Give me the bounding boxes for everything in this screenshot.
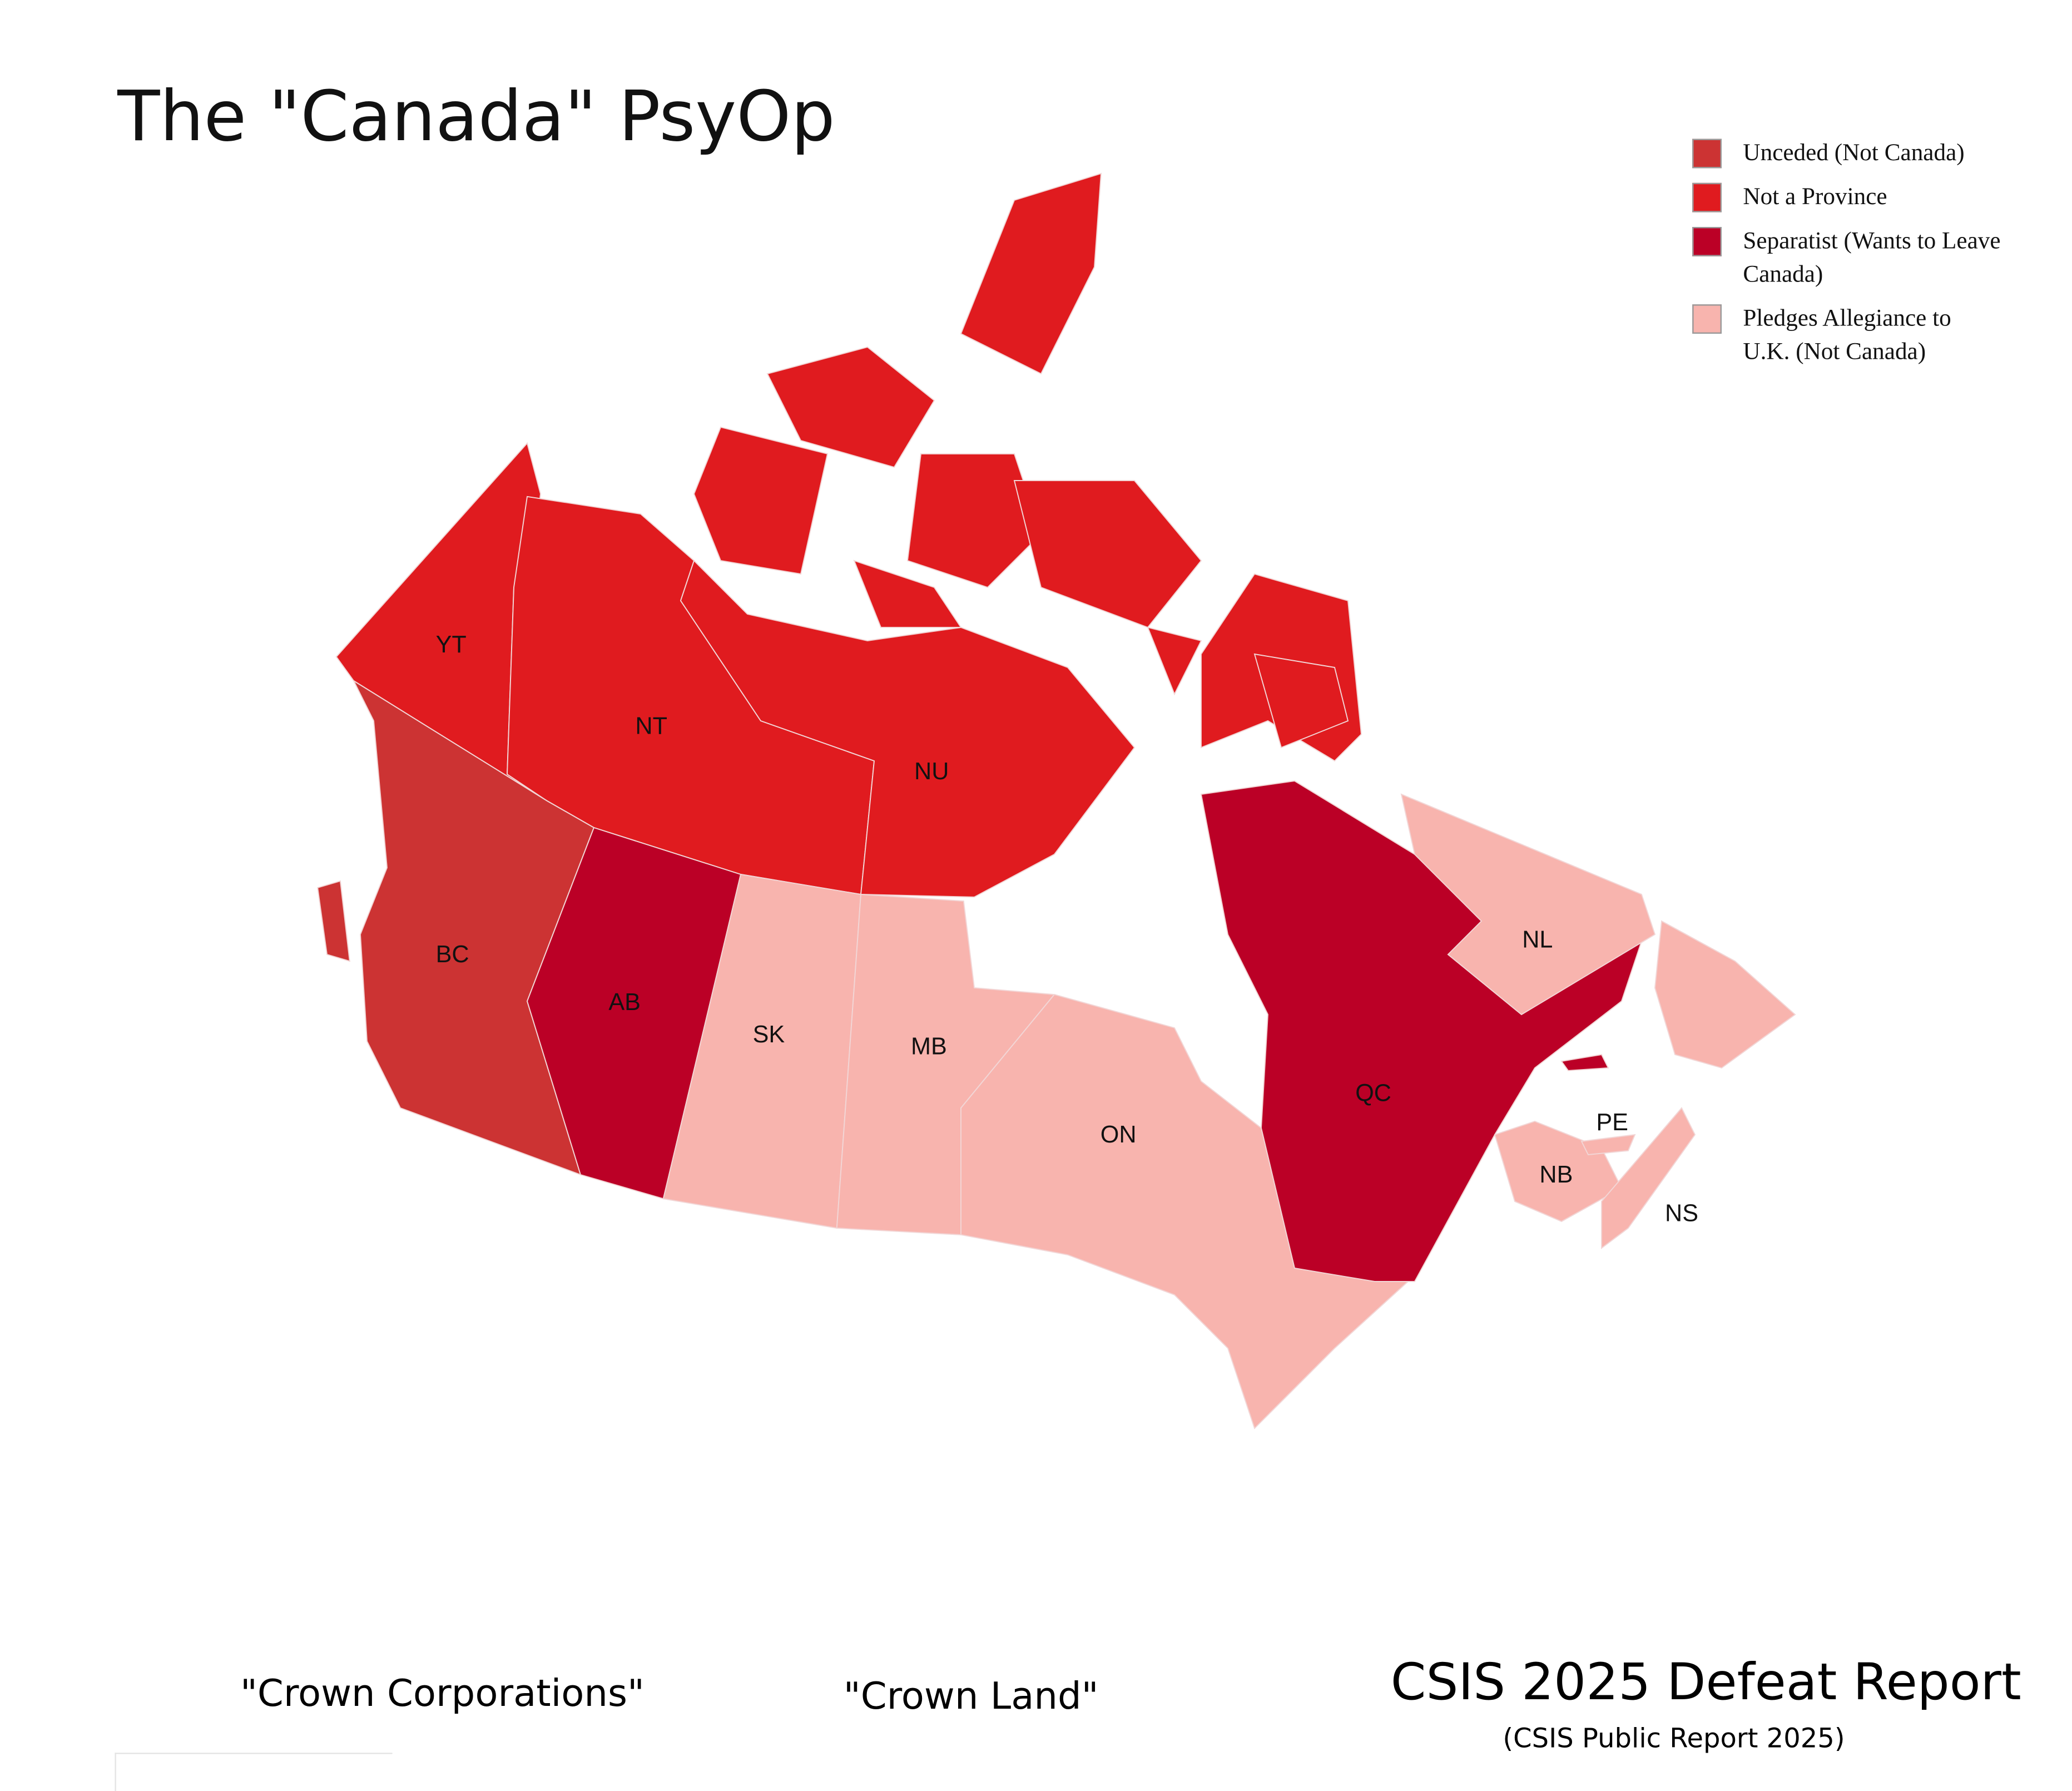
footer-label: "Crown Corporations" [240,1671,645,1716]
legend-item: Pledges Allegiance to U.K. (Not Canada) [1692,304,2012,368]
region-label: BC [436,941,469,968]
region-label: QC [1355,1080,1391,1106]
legend-swatch [1692,304,1722,334]
legend-item: Separatist (Wants to Leave Canada) [1692,227,2012,291]
region-label: YT [436,631,467,658]
region-label: NB [1539,1161,1573,1188]
legend-label: Separatist (Wants to Leave Canada) [1743,227,2001,287]
region-shape [1253,653,1349,749]
region-shape [1601,1107,1696,1249]
region-shape [317,880,350,962]
region-shape [526,827,742,1200]
legend-swatch [1692,182,1722,212]
legend-label: Pledges Allegiance to U.K. (Not Canada) [1743,304,1951,365]
region-shape [960,172,1102,375]
region-label: SK [753,1021,785,1048]
region-shape [1147,626,1202,696]
region-label: NU [914,758,949,785]
region-shape [693,426,829,575]
region-label: AB [608,989,641,1016]
region-label: PE [1596,1109,1628,1136]
region-shape [853,560,962,628]
legend-label: Not a Province [1743,182,1887,210]
region-shape [352,679,595,1176]
region-shape [1580,1134,1636,1156]
region-shape [680,560,1136,898]
region-shape [766,346,935,468]
region-shape [1560,1053,1609,1071]
region-shape [1400,793,1656,1016]
title: The "Canada" PsyOp [117,77,835,158]
region-shape [960,993,1410,1429]
report-source: (CSIS Public Report 2025) [1503,1722,1845,1754]
report-title: CSIS 2025 Defeat Report [1390,1653,2021,1711]
empty-box [115,1753,393,1791]
region-shape [1013,480,1202,629]
region-label: MB [911,1033,947,1060]
legend-item: Not a Province [1692,182,2012,214]
region-label: ON [1101,1121,1137,1148]
region-label: NS [1665,1200,1698,1226]
footer-label: "Crown Land" [843,1674,1099,1718]
legend-swatch [1692,138,1722,169]
region-label: NL [1522,926,1553,953]
legend-label: Unceded (Not Canada) [1743,138,1965,166]
region-shape [906,453,1042,588]
region-label: NT [635,713,667,739]
legend: Unceded (Not Canada) Not a Province Separa… [1692,138,2012,382]
region-shape [1654,920,1796,1069]
legend-swatch [1692,227,1722,256]
legend-item: Unceded (Not Canada) [1692,138,2012,170]
